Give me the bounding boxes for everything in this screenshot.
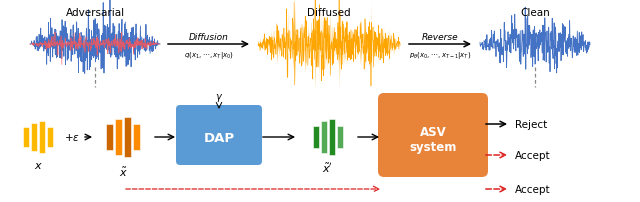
Bar <box>329 119 335 155</box>
Text: Reverse: Reverse <box>422 33 458 42</box>
Bar <box>124 117 131 157</box>
Text: Clean: Clean <box>520 8 550 18</box>
Bar <box>106 124 113 150</box>
Text: $\gamma$: $\gamma$ <box>215 92 223 103</box>
Bar <box>313 126 319 148</box>
Text: Diffusion: Diffusion <box>189 33 229 42</box>
Text: $x$: $x$ <box>33 160 42 170</box>
FancyBboxPatch shape <box>176 105 262 165</box>
Text: Adversarial: Adversarial <box>65 8 125 18</box>
FancyBboxPatch shape <box>378 94 488 177</box>
Bar <box>321 121 327 153</box>
Text: Accept: Accept <box>515 150 550 160</box>
Text: DAP: DAP <box>204 132 235 145</box>
Bar <box>31 123 37 151</box>
Bar <box>39 121 45 153</box>
Text: ASV
system: ASV system <box>410 125 457 153</box>
Text: Diffused: Diffused <box>307 8 351 18</box>
Bar <box>23 127 29 147</box>
Text: $+\epsilon$: $+\epsilon$ <box>64 132 80 143</box>
Text: $\tilde{x}'$: $\tilde{x}'$ <box>323 161 333 174</box>
Text: $\tilde{x}$: $\tilde{x}$ <box>118 165 127 178</box>
Text: Reject: Reject <box>515 119 547 129</box>
Bar <box>133 124 140 150</box>
Bar <box>337 126 343 148</box>
Bar <box>47 127 53 147</box>
Text: Accept: Accept <box>515 184 550 194</box>
Text: $q(x_1,\cdots,x_T|x_0)$: $q(x_1,\cdots,x_T|x_0)$ <box>184 50 234 61</box>
Text: $p_\theta(x_0,\cdots,x_{T-1}|x_T)$: $p_\theta(x_0,\cdots,x_{T-1}|x_T)$ <box>409 50 471 61</box>
Bar <box>115 119 122 155</box>
